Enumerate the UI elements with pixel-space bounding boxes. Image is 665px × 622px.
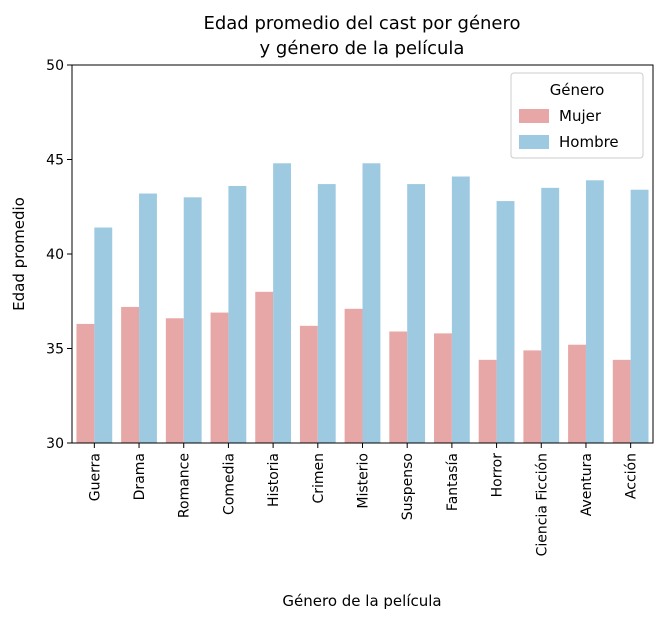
plot-area: 30 35 40 45 50 Guerra Drama Romance Comedia Histo… (46, 58, 654, 556)
bar-hombre-8 (407, 184, 426, 443)
x-tick-label: Aventura (579, 453, 595, 516)
bar-mujer-7 (344, 308, 363, 443)
x-tick-label: Romance (177, 453, 193, 518)
bar-hombre-11 (541, 187, 560, 443)
x-tick-label: Acción (624, 453, 640, 499)
x-tick-label: Crimen (311, 453, 327, 504)
bar-mujer-1 (76, 323, 95, 443)
bar-mujer-8 (389, 331, 408, 443)
legend: Género Mujer Hombre (510, 72, 644, 159)
y-tick-label: 50 (46, 58, 64, 74)
bar-mujer-4 (210, 312, 229, 443)
x-tick-label: Horror (490, 453, 506, 498)
bar-hombre-10 (496, 201, 515, 443)
bar-mujer-11 (523, 350, 542, 443)
legend-label-mujer: Mujer (559, 107, 602, 125)
x-tick-label: Guerra (87, 453, 103, 501)
x-tick-label: Suspenso (400, 453, 416, 520)
x-tick-label: Drama (132, 453, 148, 500)
bar-mujer-10 (478, 359, 497, 443)
bar-hombre-9 (451, 176, 470, 443)
y-axis-label: Edad promedio (10, 197, 28, 311)
x-tick-label: Misterio (356, 453, 372, 509)
bar-mujer-2 (121, 306, 140, 443)
y-tick-label: 35 (46, 342, 64, 358)
bar-mujer-6 (299, 325, 318, 443)
bar-hombre-6 (317, 184, 336, 443)
legend-label-hombre: Hombre (559, 133, 619, 151)
y-tick-label: 45 (46, 153, 64, 169)
bar-mujer-12 (568, 344, 586, 443)
legend-swatch-mujer (519, 109, 549, 123)
bar-mujer-5 (255, 291, 274, 443)
chart-title-line-2: y género de la película (260, 38, 465, 59)
x-axis-label: Género de la película (282, 592, 441, 610)
x-tick-label: Historia (266, 453, 282, 507)
x-tick-label: Comedia (221, 453, 237, 515)
bar-hombre-2 (139, 193, 157, 443)
x-tick-label: Fantasía (445, 453, 461, 511)
bar-mujer-9 (434, 333, 452, 443)
legend-swatch-hombre (519, 135, 549, 149)
bar-hombre-7 (362, 163, 381, 443)
bar-hombre-13 (630, 189, 649, 443)
bar-hombre-3 (183, 197, 202, 443)
bar-mujer-3 (165, 318, 184, 443)
bar-mujer-13 (612, 359, 631, 443)
bar-hombre-1 (94, 227, 113, 443)
y-tick-label: 40 (46, 247, 64, 263)
chart-title-line-1: Edad promedio del cast por género (203, 13, 520, 34)
bar-hombre-12 (585, 180, 604, 444)
legend-title: Género (550, 81, 605, 99)
y-tick-label: 30 (46, 436, 64, 452)
bar-hombre-5 (273, 163, 291, 443)
x-tick-label: Ciencia Ficción (534, 453, 550, 556)
bar-hombre-4 (228, 185, 247, 443)
